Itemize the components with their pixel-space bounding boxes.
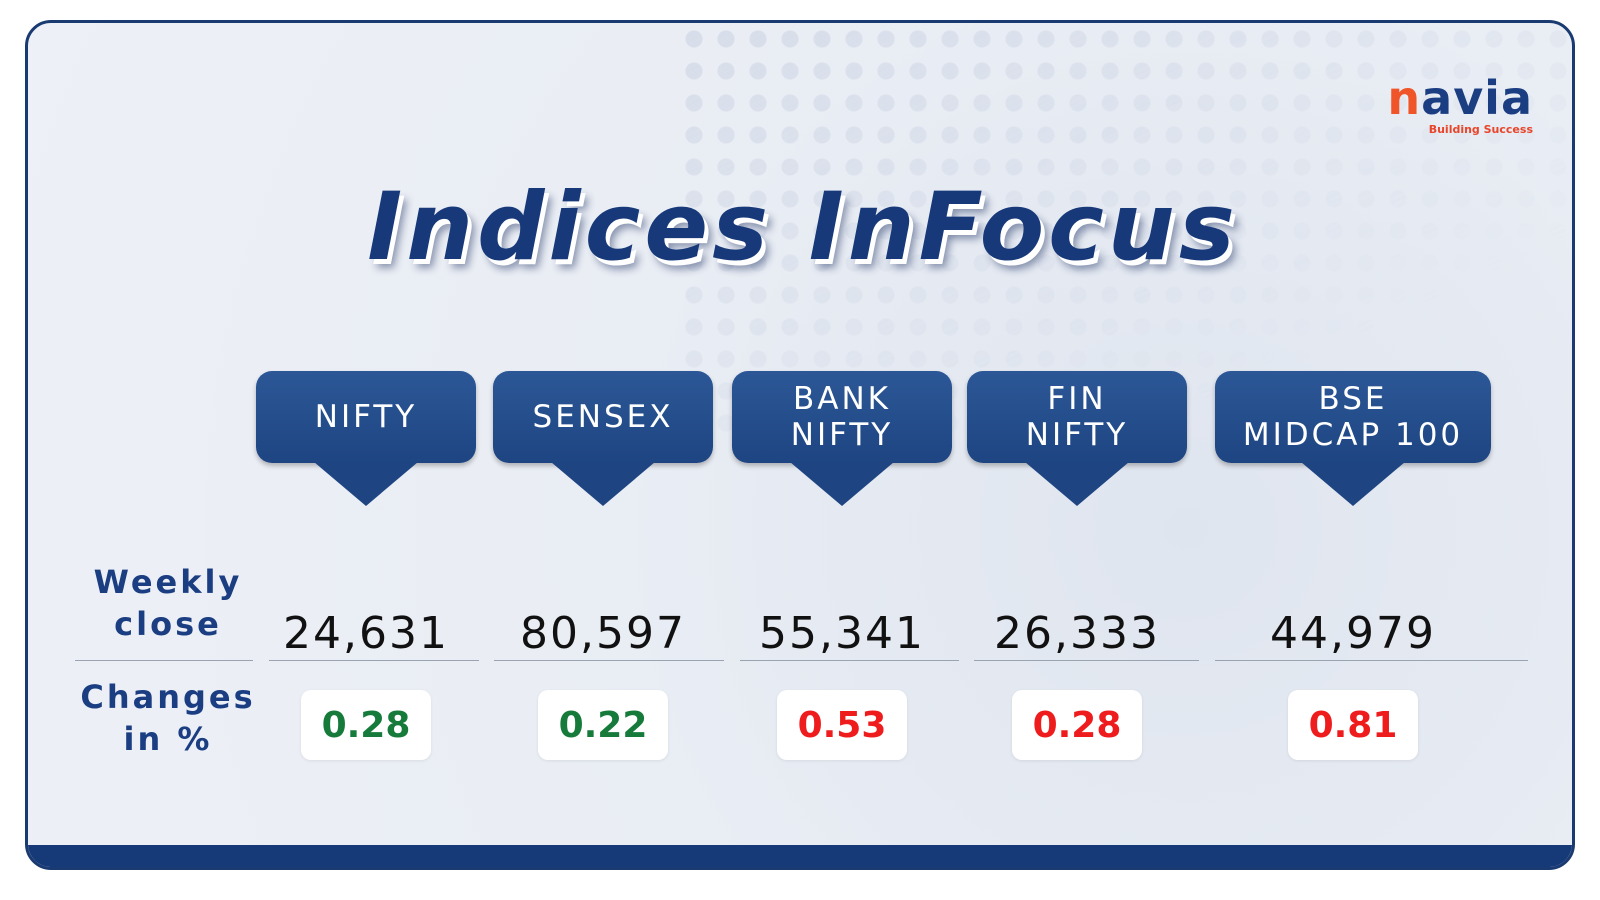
change-value: 0.53 (777, 690, 907, 760)
index-name: BSE MIDCAP 100 (1215, 371, 1491, 463)
brand-name: navia (1387, 71, 1533, 125)
card: navia Building Success Indices InFocus W… (25, 20, 1575, 870)
index-header: SENSEX (493, 371, 713, 506)
weekly-close: 26,333 (994, 608, 1160, 659)
row-label: Weekly close (93, 563, 243, 643)
index-name: BANK NIFTY (732, 371, 952, 463)
weekly-close: 80,597 (520, 608, 686, 659)
row-label: Changes in % (80, 678, 256, 758)
change-value: 0.22 (538, 690, 668, 760)
header-pointer (551, 462, 655, 506)
index-name: FIN NIFTY (967, 371, 1187, 463)
change-value: 0.28 (1012, 690, 1142, 760)
weekly-close: 44,979 (1270, 608, 1436, 659)
title: Indices InFocus (367, 173, 1239, 282)
index-header: FIN NIFTY (967, 371, 1187, 506)
footer-band (28, 845, 1572, 867)
header-pointer (790, 462, 894, 506)
change-value: 0.28 (301, 690, 431, 760)
brand-tagline: Building Success (1428, 123, 1533, 136)
index-header: BANK NIFTY (732, 371, 952, 506)
header-pointer (1025, 462, 1129, 506)
change-value: 0.81 (1288, 690, 1418, 760)
index-header: NIFTY (256, 371, 476, 506)
divider (494, 660, 724, 661)
divider (1215, 660, 1528, 661)
divider (75, 660, 253, 661)
divider (269, 660, 479, 661)
weekly-close: 24,631 (283, 608, 449, 659)
divider (740, 660, 959, 661)
index-name: NIFTY (256, 371, 476, 463)
divider (974, 660, 1199, 661)
index-header: BSE MIDCAP 100 (1215, 371, 1491, 506)
logo: navia Building Success (1373, 73, 1533, 136)
header-pointer (314, 462, 418, 506)
index-name: SENSEX (493, 371, 713, 463)
weekly-close: 55,341 (759, 608, 925, 659)
header-pointer (1301, 462, 1405, 506)
